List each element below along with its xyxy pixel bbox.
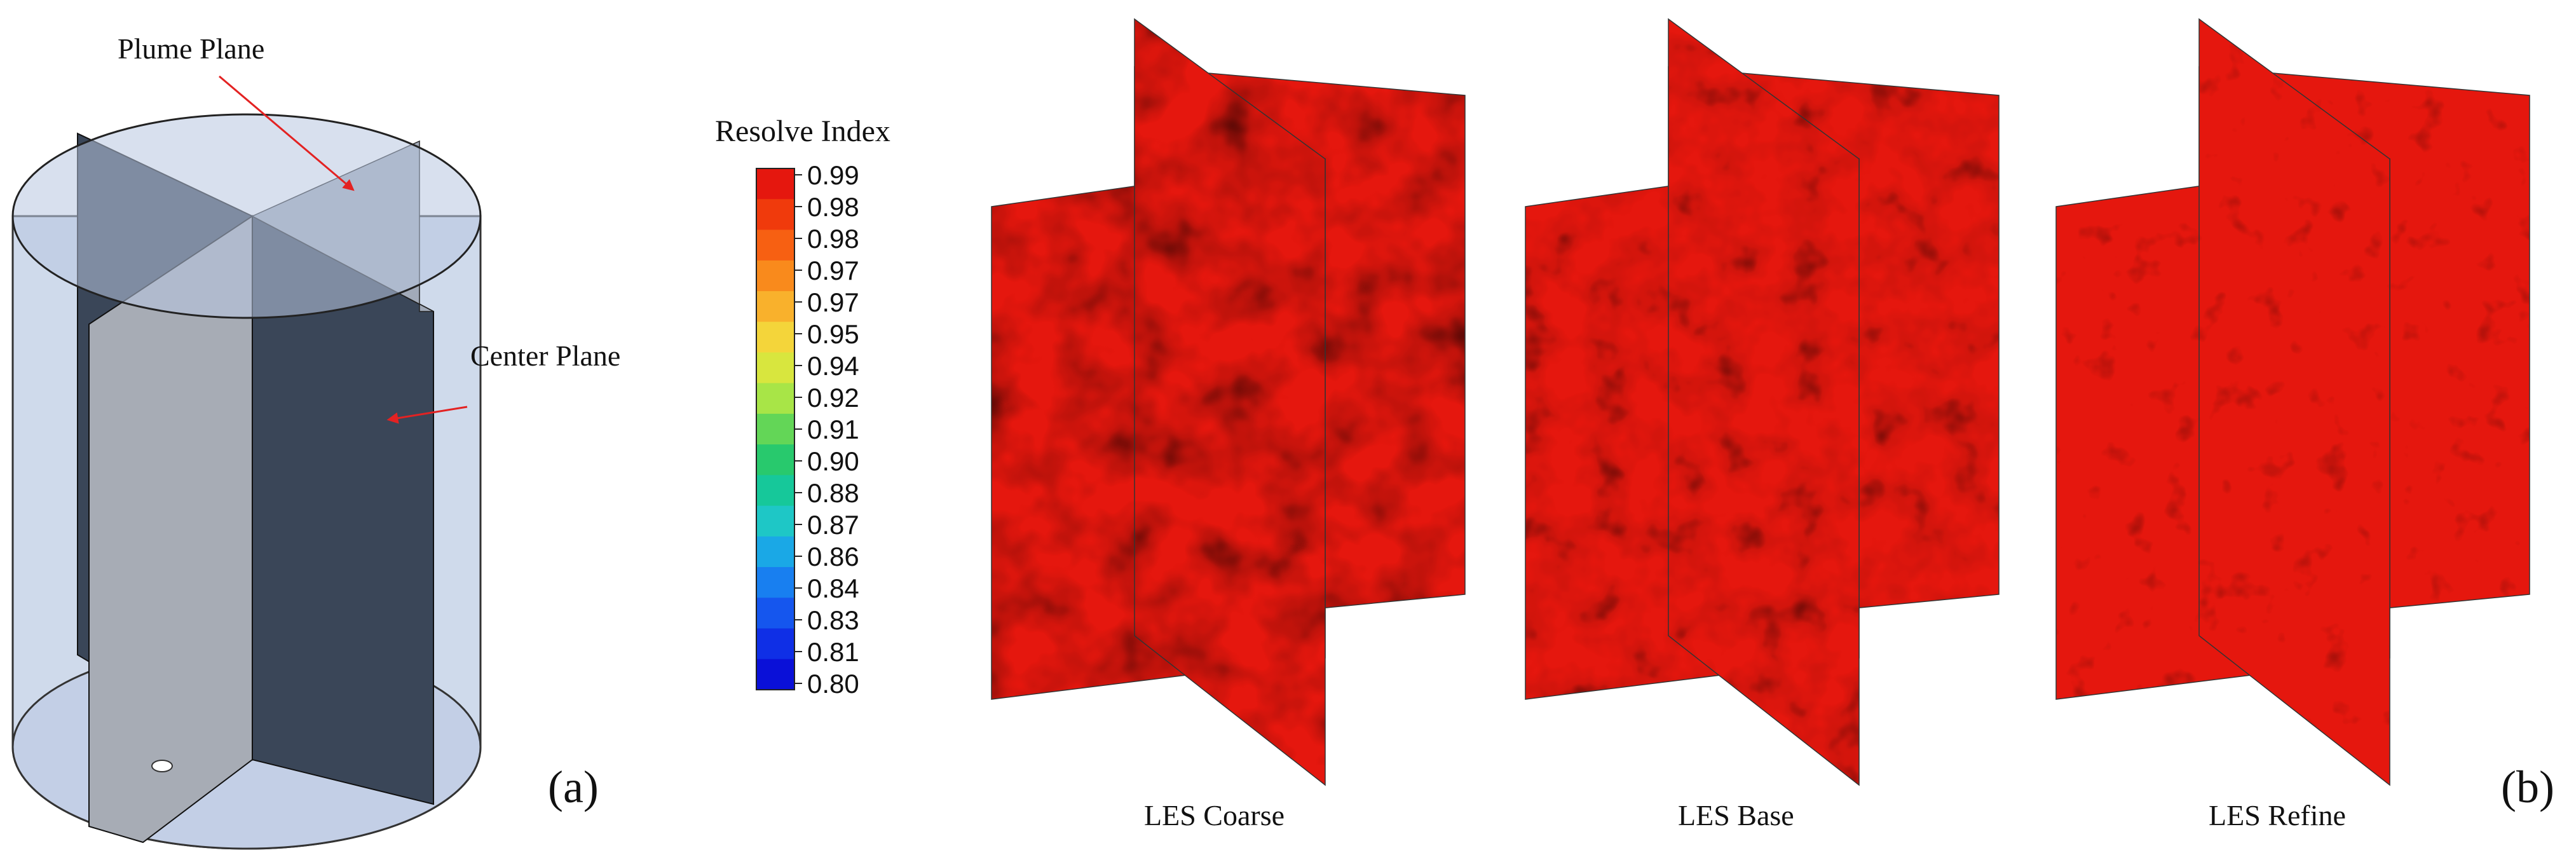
colorbar-swatch	[756, 168, 794, 200]
colorbar-tick-label: 0.81	[807, 637, 859, 667]
colorbar-swatch	[756, 567, 794, 598]
case-base: LES Base	[1525, 18, 2000, 831]
colorbar-tick-label: 0.84	[807, 573, 859, 603]
case-coarse: LES Coarse	[991, 18, 1466, 831]
inlet	[151, 760, 173, 772]
vertical-plane	[1135, 19, 1325, 785]
panel-a: Plume Plane Center Plane (a)	[11, 32, 620, 850]
case-refine: LES Refine	[2055, 18, 2530, 831]
colorbar-swatch	[756, 505, 794, 537]
colorbar-swatch	[756, 598, 794, 629]
colorbar-tick-label: 0.90	[807, 446, 859, 476]
colorbar-swatch	[756, 536, 794, 568]
colorbar-tick-label: 0.80	[807, 669, 859, 699]
colorbar-swatch	[756, 475, 794, 507]
colorbar-swatch	[756, 322, 794, 353]
colorbar-swatch	[756, 659, 794, 690]
panel-b: LES Coarse LES Base LES Refine (b)	[991, 18, 2554, 831]
colorbar-tick-label: 0.97	[807, 287, 859, 317]
center-plane-arrow	[386, 406, 468, 424]
panel-b-label: (b)	[2501, 762, 2554, 812]
colorbar-tick-label: 0.95	[807, 319, 859, 349]
colorbar-tick-label: 0.86	[807, 542, 859, 571]
colorbar-tick-label: 0.88	[807, 478, 859, 508]
vertical-plane	[1668, 19, 1859, 785]
colorbar-tick-label: 0.83	[807, 605, 859, 635]
panel-a-label: (a)	[548, 762, 599, 812]
colorbar-swatch	[756, 352, 794, 384]
colorbar-swatch	[756, 199, 794, 230]
colorbar-tick-label: 0.91	[807, 414, 859, 444]
colorbar-tick-label: 0.92	[807, 383, 859, 413]
colorbar-swatch	[756, 444, 794, 475]
cylinder-top	[11, 113, 482, 319]
case-label-coarse: LES Coarse	[1144, 799, 1285, 831]
colorbar-title: Resolve Index	[715, 114, 890, 148]
case-label-base: LES Base	[1678, 799, 1794, 831]
colorbar-tick-label: 0.98	[807, 192, 859, 222]
colorbar-tick-label: 0.99	[807, 160, 859, 190]
colorbar-tick-label: 0.94	[807, 351, 859, 381]
colorbar-swatch	[756, 383, 794, 414]
colorbar-swatch	[756, 229, 794, 261]
colorbar-swatch	[756, 260, 794, 292]
colorbar-swatch	[756, 628, 794, 660]
center-plane-label: Center Plane	[470, 339, 620, 372]
colorbar-swatch	[756, 413, 794, 445]
colorbar-swatch	[756, 291, 794, 322]
plume-plane-label: Plume Plane	[118, 32, 264, 65]
vertical-plane	[2199, 19, 2390, 785]
colorbar-tick-label: 0.87	[807, 510, 859, 540]
colorbar-tick-label: 0.98	[807, 224, 859, 254]
colorbar: Resolve Index 0.990.980.980.970.970.950.…	[715, 114, 890, 699]
case-label-refine: LES Refine	[2209, 799, 2346, 831]
colorbar-tick-label: 0.97	[807, 256, 859, 285]
plume-plane-arrow	[219, 75, 355, 191]
